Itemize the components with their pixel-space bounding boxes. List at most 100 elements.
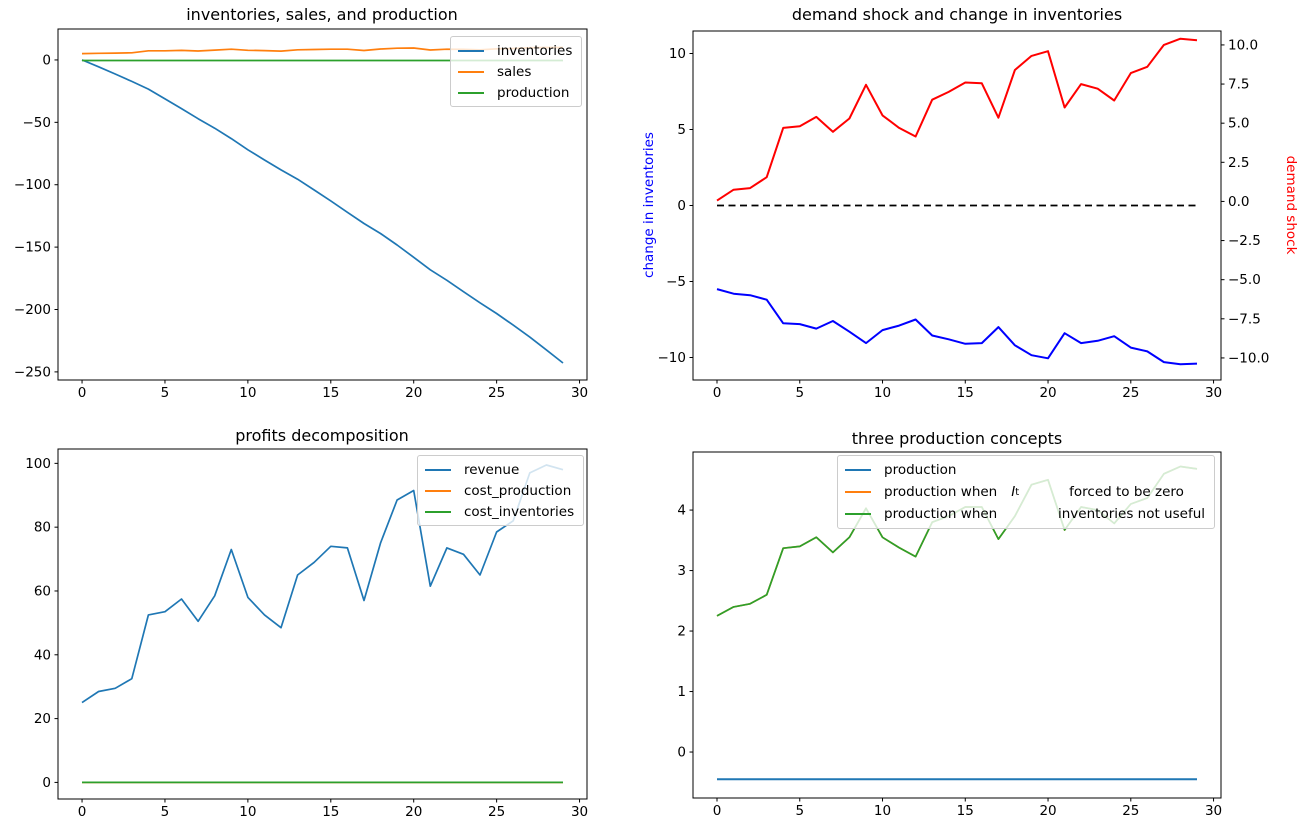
y-tick-right-label: −2.5 (1228, 233, 1261, 249)
y-tick-label: −200 (14, 302, 51, 318)
y-tick-label: 0 (677, 745, 686, 761)
line-swatch-green (425, 510, 451, 513)
y-tick-right-label: 7.5 (1228, 77, 1249, 93)
line-swatch-orange (845, 491, 871, 493)
line-swatch-green (458, 91, 484, 94)
legend-label: inventories (497, 42, 573, 59)
line-swatch-blue (458, 49, 484, 52)
line-swatch-blue (425, 468, 451, 471)
x-tick-label: 10 (874, 385, 891, 401)
y-tick-right-label: −5.0 (1228, 272, 1261, 288)
line-swatch-orange (458, 70, 484, 73)
x-tick-label: 5 (161, 804, 170, 820)
x-tick-label: 0 (713, 803, 722, 819)
line-swatch-blue (845, 469, 871, 471)
legend-inventories-sales-production: inventories sales production (450, 36, 583, 107)
series-line-inventories (81, 59, 564, 364)
y-tick-label: 2 (677, 624, 686, 640)
axes-frame (57, 448, 588, 800)
y-tick-label: 60 (34, 583, 51, 599)
chart-title-top-left: inventories, sales, and production (186, 5, 458, 24)
x-tick-label: 10 (239, 385, 256, 401)
x-tick-label: 15 (957, 803, 974, 819)
legend-item-inventories: inventories (451, 40, 581, 61)
line-swatch-orange (425, 489, 451, 492)
legend-profits-decomposition: revenue cost_production cost_inventories (417, 455, 585, 526)
series-line-demand-shock (716, 37, 1198, 202)
x-tick-label: 20 (1039, 803, 1056, 819)
x-tick-label: 0 (78, 804, 87, 820)
y-tick-label: −10 (658, 350, 687, 366)
legend-label-pre: production when (884, 484, 998, 500)
y-tick-label: 3 (677, 563, 686, 579)
chart-title-bottom-left: profits decomposition (235, 426, 409, 445)
y-tick-label: 20 (34, 711, 51, 727)
y-tick-label: 0 (677, 198, 686, 214)
chart-title-bottom-right: three production concepts (852, 429, 1063, 448)
series-line-revenue (81, 464, 564, 704)
y-tick-label: −100 (14, 177, 51, 193)
x-tick-label: 0 (713, 385, 722, 401)
math-symbol-I: I (1011, 484, 1016, 500)
legend-label-post: forced to be zero (1069, 484, 1184, 500)
legend-item-cost-inventories: cost_inventories (418, 501, 583, 522)
x-tick-label: 25 (1122, 803, 1139, 819)
y-tick-label: −50 (23, 115, 52, 131)
y-tick-right-label: 5.0 (1228, 116, 1249, 132)
y-tick-label: 1 (677, 684, 686, 700)
y-tick-label: 40 (34, 647, 51, 663)
y-axis-label-demand-shock: demand shock (1283, 155, 1299, 255)
y-tick-label: 10 (669, 46, 686, 62)
x-tick-label: 0 (78, 385, 87, 401)
y-axis-label-change-in-inventories: change in inventories (641, 132, 657, 278)
legend-label-post: inventories not useful (1058, 506, 1205, 522)
x-tick-label: 15 (322, 804, 339, 820)
chart-title-top-right: demand shock and change in inventories (792, 5, 1122, 24)
x-tick-label: 30 (1205, 803, 1222, 819)
y-tick-label: 80 (34, 520, 51, 536)
y-tick-label: −150 (14, 240, 51, 256)
axes-frame (57, 28, 588, 381)
line-swatch-green (845, 513, 871, 515)
legend-label: production (497, 84, 570, 101)
legend-label: production (884, 462, 957, 478)
x-tick-label: 25 (1122, 385, 1139, 401)
x-tick-label: 5 (161, 385, 170, 401)
y-tick-label: 0 (42, 775, 51, 791)
y-tick-right-label: −7.5 (1228, 311, 1261, 327)
x-tick-label: 30 (571, 804, 588, 820)
y-tick-right-label: 10.0 (1228, 37, 1258, 53)
x-tick-label: 20 (1039, 385, 1056, 401)
x-tick-label: 15 (322, 385, 339, 401)
legend-item-production: production (838, 459, 1214, 481)
y-tick-label: 4 (677, 503, 686, 519)
legend-label-pre: production when (884, 506, 998, 522)
y-tick-right-label: 2.5 (1228, 155, 1249, 171)
x-tick-label: 5 (795, 385, 804, 401)
y-tick-label: 0 (42, 52, 51, 68)
legend-label: sales (497, 63, 532, 80)
legend-label: cost_inventories (464, 503, 575, 520)
legend-label: cost_production (464, 482, 572, 499)
legend-item-production-inventories-not-useful: production when inventories not useful (838, 503, 1214, 525)
x-tick-label: 20 (405, 385, 422, 401)
x-tick-label: 5 (795, 803, 804, 819)
x-tick-label: 30 (571, 385, 588, 401)
legend-item-sales: sales (451, 61, 581, 82)
y-tick-label: −5 (666, 274, 686, 290)
x-tick-label: 15 (957, 385, 974, 401)
series-line-change-in-inventories (716, 288, 1198, 366)
x-tick-label: 10 (874, 803, 891, 819)
y-tick-label: 100 (25, 456, 51, 472)
legend-item-cost-production: cost_production (418, 480, 583, 501)
x-tick-label: 30 (1205, 385, 1222, 401)
axes-frame (692, 451, 1222, 799)
x-tick-label: 10 (239, 804, 256, 820)
x-tick-label: 25 (488, 804, 505, 820)
y-tick-right-label: 0.0 (1228, 194, 1249, 210)
y-tick-label: −250 (14, 364, 51, 380)
